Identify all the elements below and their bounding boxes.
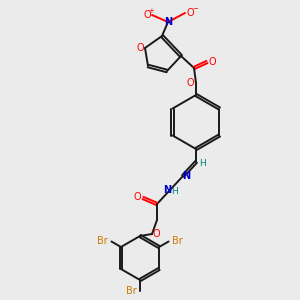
Text: Br: Br (126, 286, 136, 296)
Text: H: H (172, 187, 178, 196)
Text: H: H (199, 158, 206, 167)
Text: O: O (186, 8, 194, 18)
Text: −: − (192, 6, 198, 12)
Text: O: O (186, 78, 194, 88)
Text: +: + (148, 8, 154, 14)
Text: O: O (143, 10, 151, 20)
Text: N: N (182, 171, 190, 181)
Text: N: N (164, 17, 172, 27)
Text: O: O (133, 192, 141, 202)
Text: O: O (208, 57, 216, 67)
Text: O: O (152, 229, 160, 239)
Text: Br: Br (172, 236, 183, 247)
Text: N: N (163, 185, 171, 195)
Text: O: O (136, 43, 144, 53)
Text: Br: Br (97, 236, 108, 247)
